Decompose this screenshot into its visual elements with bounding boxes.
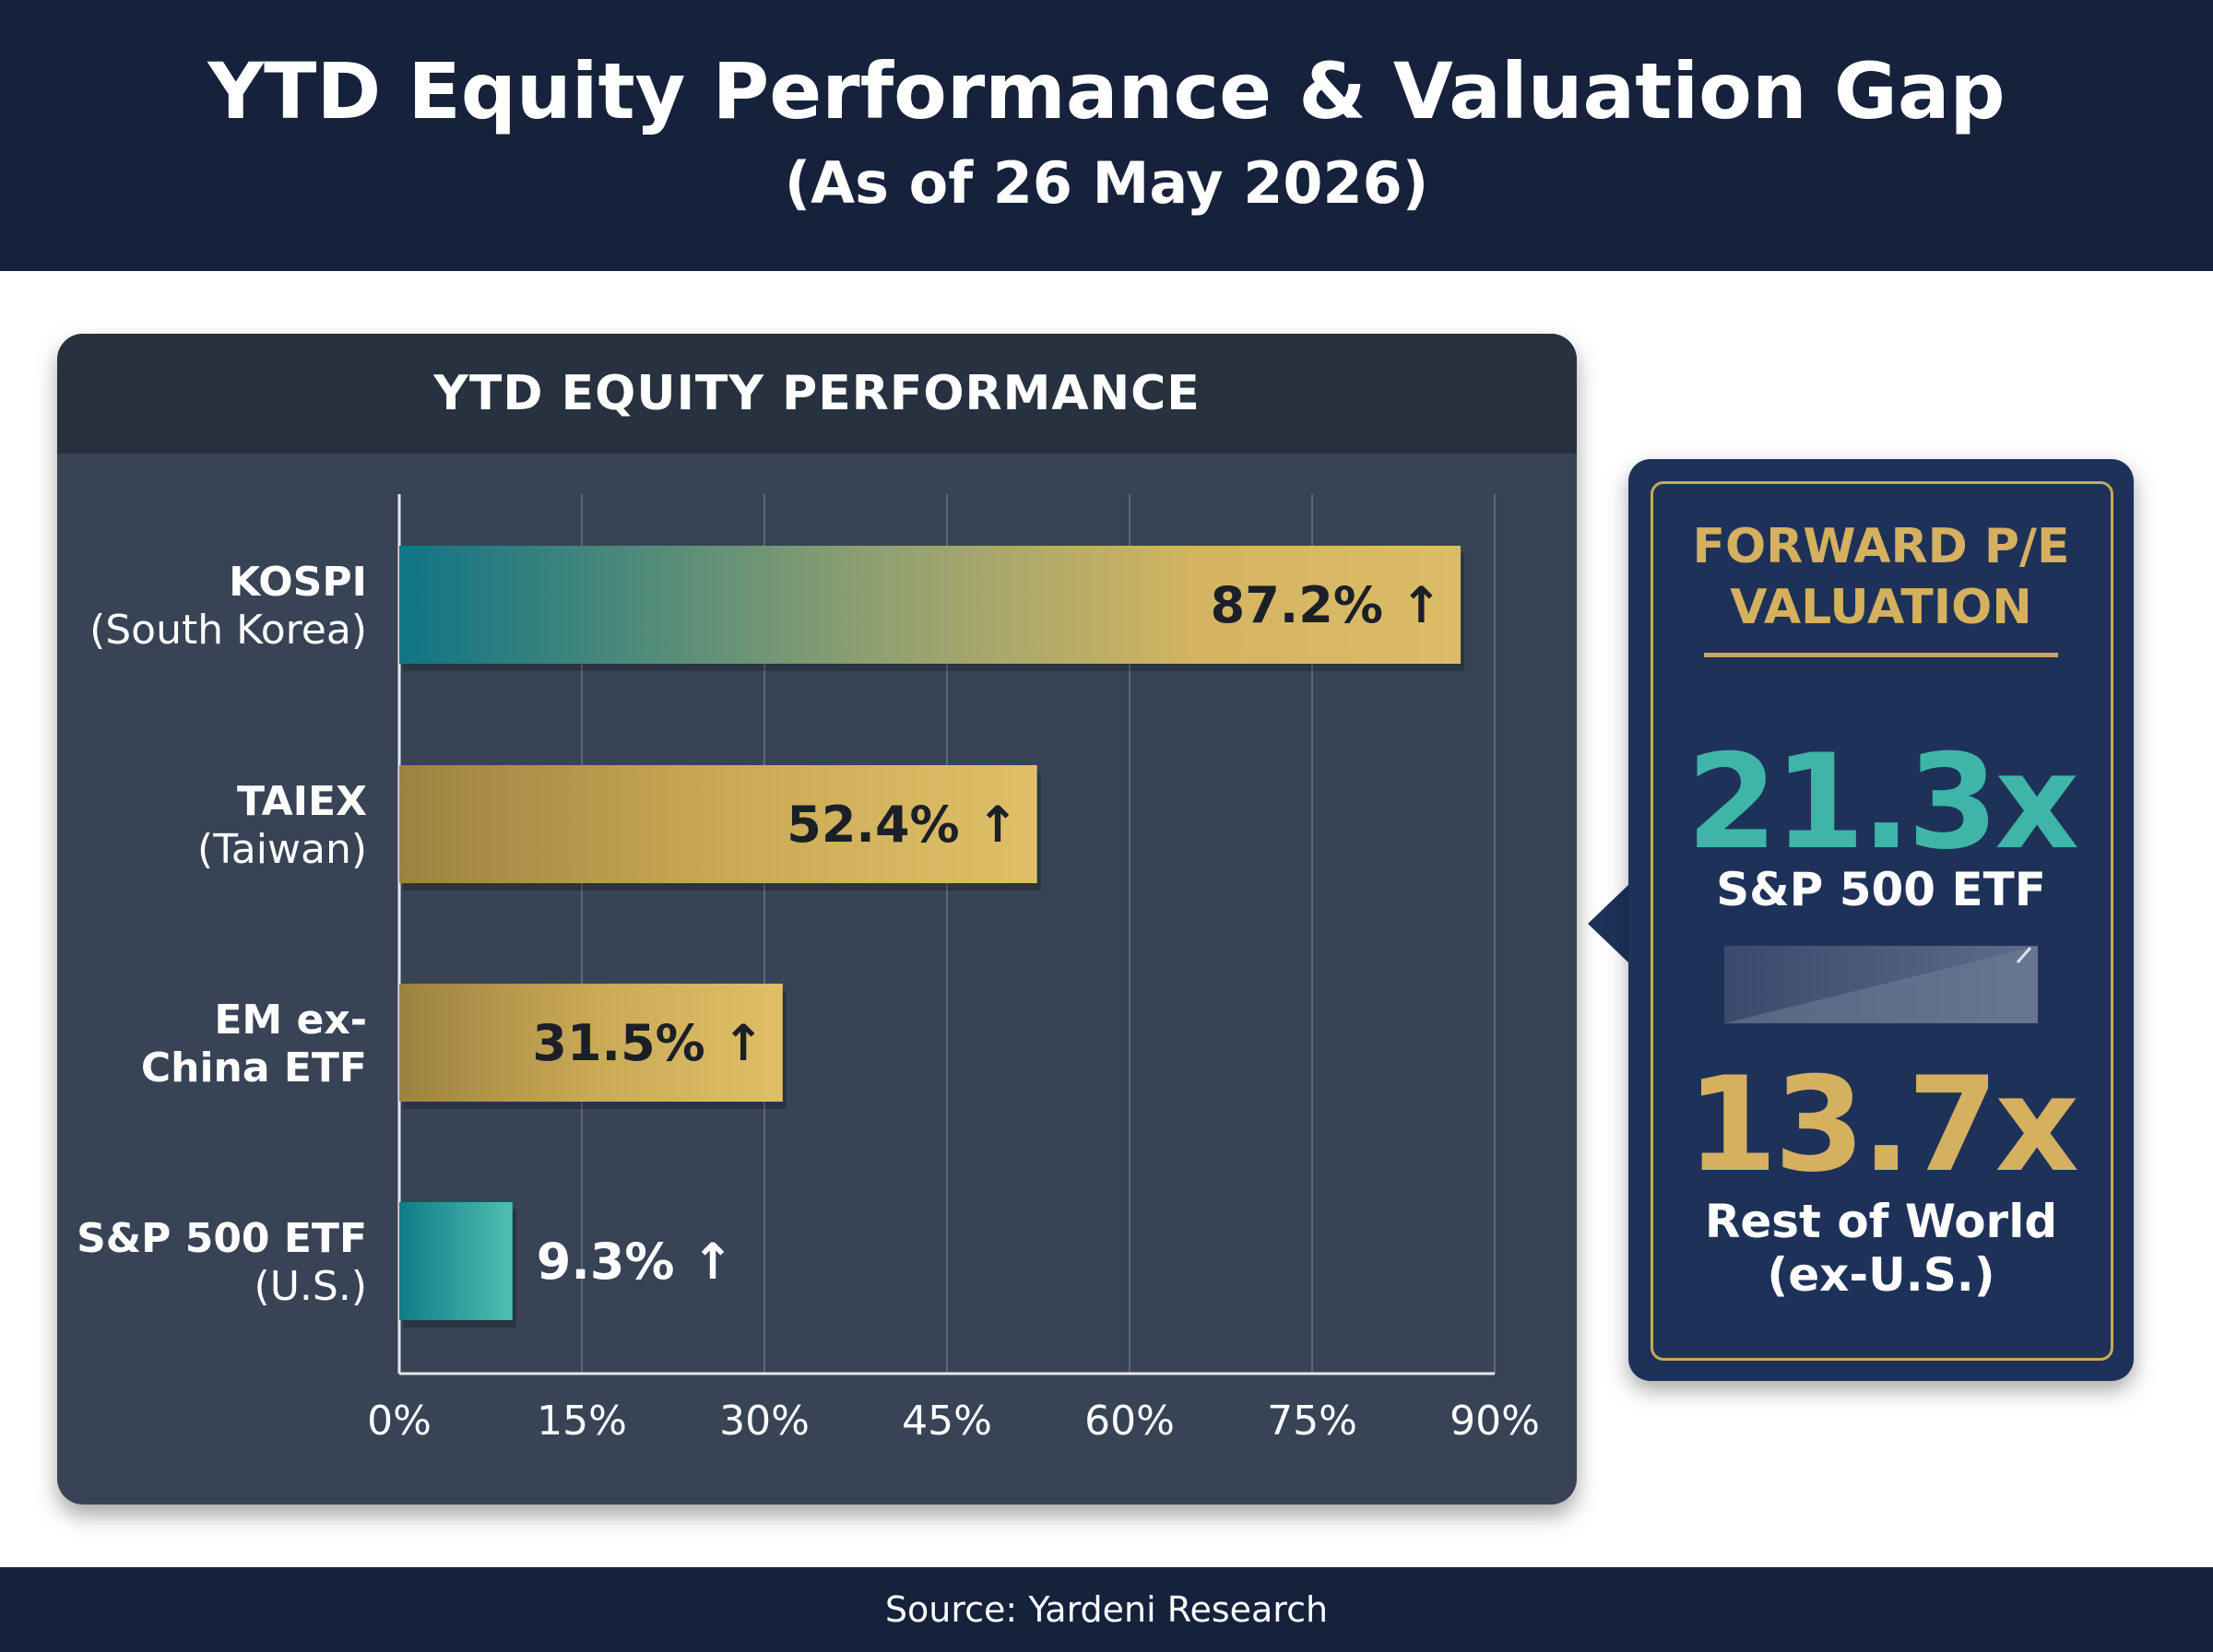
- sp500-pe-value: 21.3x: [1686, 726, 2079, 879]
- x-tick-label: 45%: [902, 1398, 992, 1445]
- x-tick-label: 60%: [1084, 1398, 1175, 1445]
- page-subtitle: (As of 26 May 2026): [784, 149, 1429, 217]
- valuation-divider: [1704, 653, 2058, 657]
- bar: [399, 1202, 513, 1320]
- bar-value-label: 9.3% ↑: [537, 1233, 734, 1291]
- sp500-pe-label: S&P 500 ETF: [1716, 863, 2046, 916]
- category-sublabel: (South Korea): [89, 607, 367, 654]
- valuation-title: FORWARD P/E VALUATION: [1692, 519, 2070, 635]
- rest-of-world-pe-value: 13.7x: [1686, 1049, 2079, 1201]
- category-label: KOSPI: [229, 559, 367, 606]
- bar-value-label: 31.5% ↑: [532, 1014, 763, 1072]
- gauge-wedge: [1724, 946, 2038, 1023]
- bar-value-label: 52.4% ↑: [787, 796, 1018, 854]
- bar: [399, 546, 1462, 664]
- x-tick-label: 0%: [367, 1398, 432, 1445]
- valuation-panel: FORWARD P/E VALUATION 21.3x S&P 500 ETF …: [1628, 459, 2134, 1381]
- x-tick-label: 30%: [719, 1398, 810, 1445]
- gauge-glint: [2016, 947, 2032, 963]
- header: YTD Equity Performance & Valuation Gap (…: [0, 0, 2213, 271]
- category-sublabel: (U.S.): [254, 1263, 367, 1310]
- x-tick-label: 90%: [1450, 1398, 1540, 1445]
- category-sublabel: (Taiwan): [197, 826, 367, 873]
- bar: [399, 765, 1037, 883]
- chart-panel-header: YTD EQUITY PERFORMANCE: [57, 334, 1577, 454]
- performance-bar-chart: 87.2% ↑ KOSPI(South Korea) 52.4% ↑ TAIEX(Ta…: [77, 494, 1540, 1445]
- page-title: YTD Equity Performance & Valuation Gap: [207, 46, 2006, 136]
- performance-chart-panel: YTD EQUITY PERFORMANCE 87.2% ↑ KOSPI (Sout…: [57, 334, 1577, 1504]
- valuation-gap-graphic: [1724, 946, 2038, 1023]
- category-label: China ETF: [141, 1044, 367, 1092]
- bar: [399, 984, 783, 1102]
- x-tick-label: 75%: [1267, 1398, 1357, 1445]
- category-label: EM ex-: [214, 997, 367, 1044]
- bar-value-label: 87.2% ↑: [1211, 576, 1442, 634]
- chart-title: YTD EQUITY PERFORMANCE: [433, 366, 1201, 421]
- rest-of-world-pe-label: Rest of World (ex-U.S.): [1704, 1195, 2058, 1302]
- source-note: Source: Yardeni Research: [884, 1589, 1329, 1630]
- category-label: TAIEX: [237, 778, 367, 825]
- valuation-pointer: [1588, 883, 1630, 964]
- footer: Source: Yardeni Research: [0, 1567, 2213, 1652]
- valuation-frame: [1651, 481, 2113, 1361]
- category-label: S&P 500 ETF: [77, 1215, 367, 1262]
- x-tick-label: 15%: [537, 1398, 627, 1445]
